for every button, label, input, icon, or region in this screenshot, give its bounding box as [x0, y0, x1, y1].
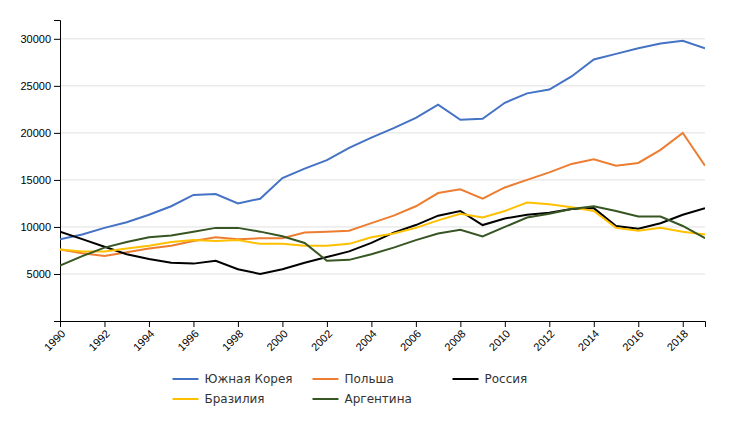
x-tick-label: 2004 [353, 327, 379, 353]
y-axis: 5000 10000 15000 20000 25000 30000 [20, 21, 60, 322]
legend-label: Аргентина [345, 392, 412, 406]
y-tick-label: 20000 [20, 127, 51, 139]
legend-item: Россия [453, 372, 528, 386]
legend-swatch [313, 378, 339, 380]
legend: Южная Корея Польша Россия Бразилия Аргентина [173, 372, 528, 406]
y-tick-label: 30000 [20, 33, 51, 45]
x-tick-label: 2006 [398, 327, 424, 353]
x-tick: 2012 [531, 321, 557, 353]
x-tick-label: 2012 [531, 327, 557, 353]
y-tick-mark [54, 39, 60, 40]
chart: 1990 1992 1994 1996 1998 2000 2002 2004 2006 2008… [0, 0, 730, 421]
x-axis: 1990 1992 1994 1996 1998 2000 2002 2004 2006 2008… [42, 321, 706, 353]
x-tick-label: 1990 [42, 327, 68, 353]
x-tick: 1998 [220, 321, 246, 353]
x-tick: 2002 [309, 321, 335, 353]
x-tick: 2000 [264, 321, 290, 353]
series-line [60, 206, 705, 265]
legend-item: Польша [313, 372, 394, 386]
x-tick-label: 1998 [220, 327, 246, 353]
x-tick-label: 2018 [664, 327, 690, 353]
series-line [60, 208, 705, 274]
x-tick-label: 2010 [487, 327, 513, 353]
x-tick-mark [594, 321, 595, 327]
x-tick-label: 2000 [264, 327, 290, 353]
x-tick-mark [638, 321, 639, 327]
legend-label: Бразилия [205, 392, 265, 406]
x-tick: 2018 [664, 321, 690, 353]
series-lines [60, 41, 705, 274]
x-axis-line [61, 322, 706, 328]
x-tick-mark [549, 321, 550, 327]
legend-item: Южная Корея [173, 372, 293, 386]
legend-label: Польша [345, 372, 394, 386]
legend-label: Южная Корея [205, 372, 293, 386]
x-tick-mark [104, 321, 105, 327]
x-tick-mark [416, 321, 417, 327]
x-tick-mark [193, 321, 194, 327]
x-tick-mark [238, 321, 239, 327]
x-tick: 2008 [442, 321, 468, 353]
legend-swatch [173, 378, 199, 380]
y-tick: 10000 [20, 221, 60, 233]
x-tick-mark [460, 321, 461, 327]
grid [60, 39, 705, 274]
x-tick: 2006 [398, 321, 424, 353]
x-tick-label: 1996 [175, 327, 201, 353]
x-tick: 2004 [353, 321, 379, 353]
grid-line [60, 85, 705, 86]
x-tick: 1990 [42, 321, 68, 353]
y-tick-label: 15000 [20, 174, 51, 186]
legend-item: Аргентина [313, 392, 412, 406]
x-tick-label: 2002 [309, 327, 335, 353]
y-tick-mark [54, 86, 60, 87]
x-tick-mark [371, 321, 372, 327]
x-tick: 2016 [620, 321, 646, 353]
y-axis-line [54, 21, 61, 322]
y-tick-label: 10000 [20, 221, 51, 233]
x-tick: 1996 [175, 321, 201, 353]
legend-swatch [313, 398, 339, 400]
y-tick-mark [54, 133, 60, 134]
y-tick: 20000 [20, 127, 60, 139]
grid-line [60, 226, 705, 227]
x-tick-label: 2016 [620, 327, 646, 353]
y-tick: 5000 [27, 268, 60, 280]
legend-item: Бразилия [173, 392, 265, 406]
x-tick-mark [683, 321, 684, 327]
grid-line [60, 273, 705, 274]
x-tick: 1992 [86, 321, 112, 353]
x-tick-label: 1994 [131, 327, 157, 353]
x-tick-label: 2014 [575, 327, 601, 353]
y-tick-mark [54, 274, 60, 275]
grid-line [60, 38, 705, 39]
x-tick-mark [282, 321, 283, 327]
y-tick: 15000 [20, 174, 60, 186]
x-tick-mark [327, 321, 328, 327]
y-tick-mark [54, 180, 60, 181]
x-tick: 2010 [487, 321, 513, 353]
grid-line [60, 179, 705, 180]
x-tick-mark [505, 321, 506, 327]
x-tick: 2014 [575, 321, 601, 353]
y-tick: 30000 [20, 33, 60, 45]
y-tick-label: 5000 [27, 268, 51, 280]
x-tick: 1994 [131, 321, 157, 353]
x-tick-mark [149, 321, 150, 327]
plot: 1990 1992 1994 1996 1998 2000 2002 2004 2006 2008… [20, 21, 705, 354]
y-tick-mark [54, 227, 60, 228]
x-tick-label: 1992 [86, 327, 112, 353]
legend-label: Россия [485, 372, 528, 386]
y-tick: 25000 [20, 80, 60, 92]
legend-swatch [453, 378, 479, 380]
x-tick-label: 2008 [442, 327, 468, 353]
legend-swatch [173, 398, 199, 400]
y-tick-label: 25000 [20, 80, 51, 92]
